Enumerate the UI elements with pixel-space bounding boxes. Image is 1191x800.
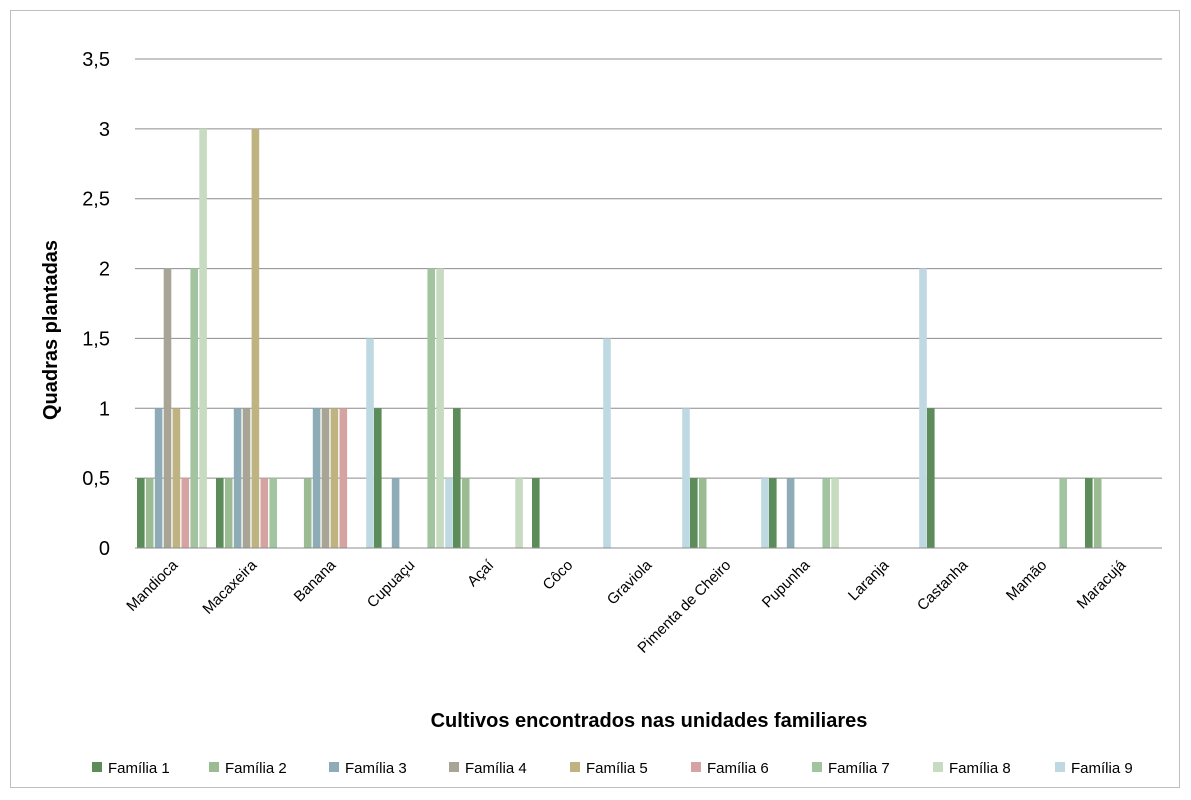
- bar: [163, 268, 172, 548]
- bar: [690, 478, 698, 548]
- y-tick-label: 1: [99, 398, 110, 420]
- bar: [190, 268, 198, 548]
- legend-label: Família 8: [949, 760, 1011, 777]
- bar: [445, 478, 453, 548]
- gridlines: [135, 58, 1162, 479]
- bar: [172, 408, 181, 548]
- x-tick-label: Mandioca: [123, 556, 181, 614]
- bar: [137, 478, 145, 548]
- bar: [919, 268, 927, 548]
- bar: [303, 478, 312, 548]
- bar: [1059, 478, 1067, 548]
- legend-label: Família 7: [828, 760, 890, 777]
- bar: [242, 408, 251, 548]
- bar: [822, 478, 830, 548]
- x-tick-label: Castanha: [914, 556, 972, 614]
- x-tick-label: Macaxeira: [199, 556, 260, 617]
- x-tick-label: Laranja: [845, 556, 893, 604]
- bar: [224, 478, 233, 548]
- legend-label: Família 2: [225, 760, 287, 777]
- x-tick-label: Maracujá: [1074, 556, 1130, 612]
- bar: [251, 128, 260, 548]
- bar: [330, 408, 339, 548]
- bar: [603, 338, 611, 548]
- y-tick-label: 3,5: [82, 49, 110, 71]
- bar: [391, 478, 400, 548]
- x-tick-label: Cupuaçu: [364, 557, 418, 611]
- bar: [233, 408, 242, 548]
- y-tick-label: 2,5: [82, 189, 110, 211]
- bar: [831, 478, 839, 548]
- legend-label: Família 4: [465, 760, 527, 777]
- bar: [145, 478, 154, 548]
- y-axis-title: Quadras plantadas: [40, 240, 62, 420]
- legend-label: Família 1: [108, 760, 170, 777]
- bar: [461, 478, 470, 548]
- y-tick-label: 2: [99, 259, 110, 281]
- bar: [427, 268, 435, 548]
- y-tick-label: 1,5: [82, 328, 110, 350]
- bar: [1093, 478, 1102, 548]
- bar: [181, 478, 190, 548]
- y-tick-labels: 0 0,5 1 1,5 2 2,5 3 3,5: [82, 49, 110, 560]
- legend-label: Família 5: [586, 760, 648, 777]
- bar: [366, 338, 374, 548]
- legend-swatch: [92, 762, 102, 772]
- legend-swatch: [449, 762, 459, 772]
- bar: [927, 408, 935, 548]
- legend: Família 1 Família 2 Família 3 Família 4 Famí…: [92, 760, 1133, 777]
- bar: [769, 478, 777, 548]
- legend-label: Família 9: [1071, 760, 1133, 777]
- bar: [786, 478, 795, 548]
- bars: [137, 128, 1102, 548]
- legend-swatch: [812, 762, 822, 772]
- bar: [312, 408, 321, 548]
- bar: [154, 408, 163, 548]
- x-tick-label: Côco: [540, 557, 577, 594]
- bar: [269, 478, 277, 548]
- legend-swatch: [570, 762, 580, 772]
- bar: [321, 408, 330, 548]
- bar: [436, 268, 444, 548]
- bar: [339, 408, 348, 548]
- bar: [260, 478, 269, 548]
- legend-swatch: [329, 762, 339, 772]
- x-tick-label: Banana: [291, 556, 340, 605]
- legend-swatch: [1055, 762, 1065, 772]
- legend-label: Família 6: [707, 760, 769, 777]
- x-tick-label: Pupunha: [759, 556, 814, 611]
- bar: [199, 128, 207, 548]
- category-labels: Mandioca Macaxeira Banana Cupuaçu Açaí Côco Gr…: [123, 556, 1129, 656]
- bar: [698, 478, 707, 548]
- x-tick-label: Graviola: [604, 556, 656, 608]
- bar: [682, 408, 690, 548]
- legend-swatch: [933, 762, 943, 772]
- y-tick-label: 0: [99, 538, 110, 560]
- x-tick-label: Mamão: [1003, 557, 1050, 604]
- bar: [515, 478, 523, 548]
- x-tick-label: Açaí: [464, 556, 498, 590]
- legend-label: Família 3: [345, 760, 407, 777]
- bar: [1085, 478, 1093, 548]
- bar: [453, 408, 461, 548]
- y-tick-label: 3: [99, 119, 110, 141]
- x-axis-title: Cultivos encontrados nas unidades famili…: [431, 710, 868, 732]
- bar: [761, 478, 769, 548]
- bar: [374, 408, 382, 548]
- bar: [532, 478, 540, 548]
- legend-swatch: [209, 762, 219, 772]
- legend-swatch: [691, 762, 701, 772]
- y-tick-label: 0,5: [82, 468, 110, 490]
- bar: [216, 478, 224, 548]
